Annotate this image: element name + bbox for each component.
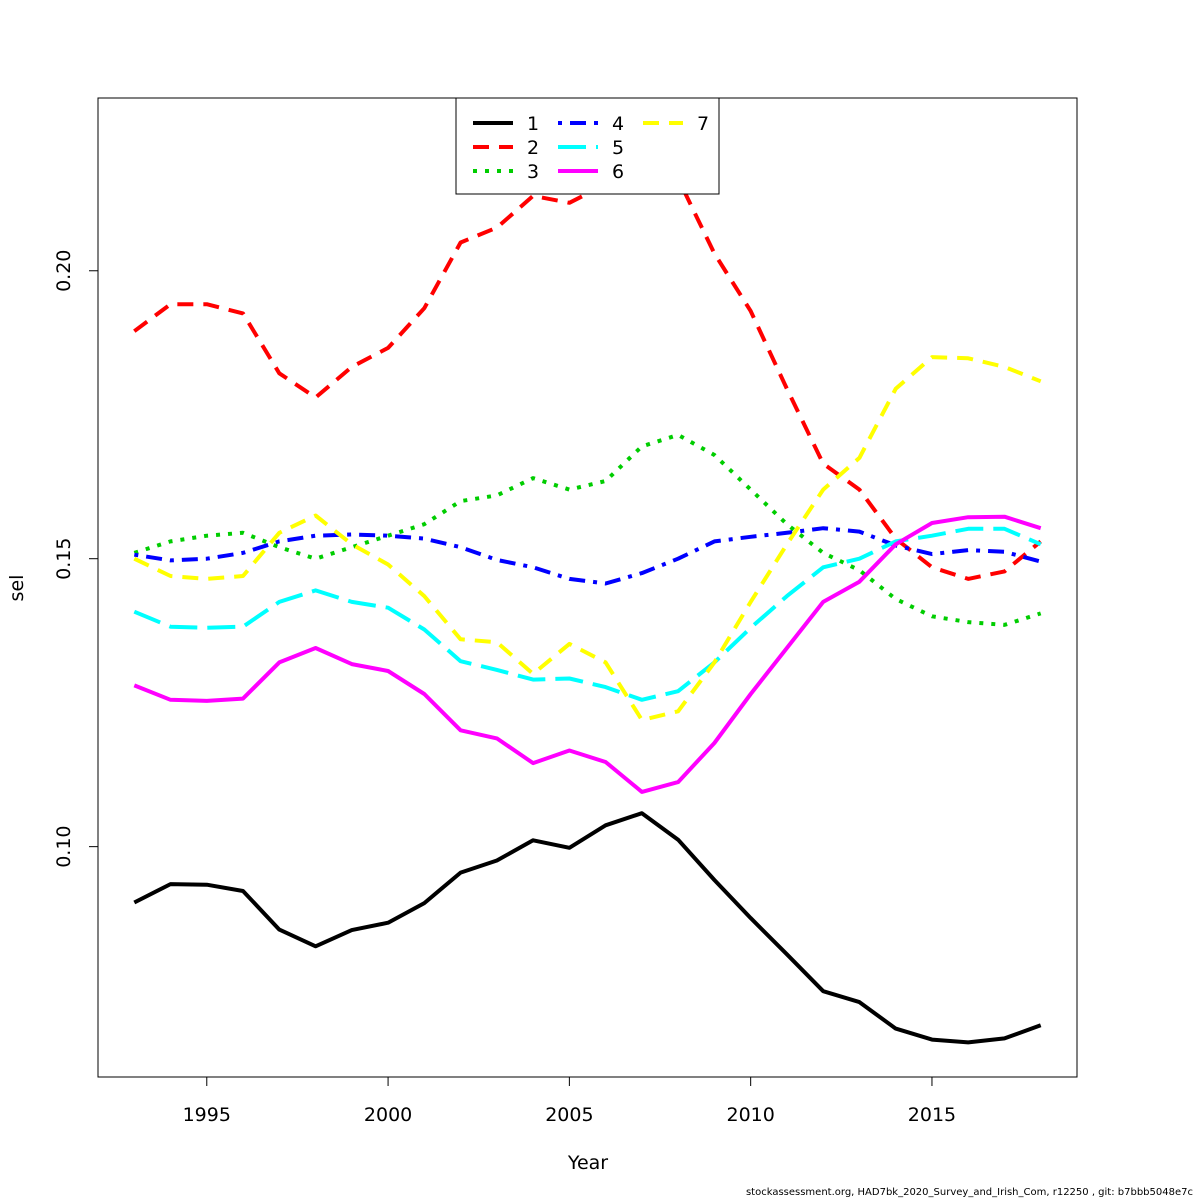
y-tick-label: 0.20	[53, 250, 75, 292]
x-tick-label: 2015	[908, 1104, 956, 1126]
x-axis-label: Year	[567, 1152, 608, 1174]
series-line-6	[133, 514, 1042, 794]
legend-label-1: 1	[527, 113, 539, 135]
series-line-1	[133, 811, 1042, 1045]
y-axis-label: sel	[6, 575, 28, 602]
x-axis: 1995 2000 2005 2010 2015	[183, 1076, 956, 1126]
x-tick-label: 2000	[364, 1104, 412, 1126]
legend-label-6: 6	[612, 161, 624, 183]
plot-frame	[97, 97, 1078, 1078]
x-tick-label: 2005	[545, 1104, 593, 1126]
series-line-7	[133, 355, 1042, 722]
series-layer	[133, 170, 1042, 1045]
y-tick-label: 0.10	[53, 825, 75, 867]
legend-label-7: 7	[697, 113, 709, 135]
series-line-3	[133, 432, 1042, 627]
legend-label-5: 5	[612, 137, 624, 159]
series-line-4	[133, 526, 1042, 586]
series-line-2	[133, 170, 1042, 581]
footer-note: stockassessment.org, HAD7bk_2020_Survey_…	[745, 1187, 1193, 1198]
legend-box	[455, 97, 720, 195]
series-line-5	[133, 526, 1042, 702]
legend: 123 456 7	[455, 97, 720, 195]
y-axis: 0.10 0.15 0.20	[53, 250, 99, 868]
x-tick-label: 2010	[726, 1104, 774, 1126]
x-tick-label: 1995	[183, 1104, 231, 1126]
legend-label-3: 3	[527, 161, 539, 183]
legend-label-2: 2	[527, 137, 539, 159]
legend-label-4: 4	[612, 113, 624, 135]
y-tick-label: 0.15	[53, 538, 75, 580]
